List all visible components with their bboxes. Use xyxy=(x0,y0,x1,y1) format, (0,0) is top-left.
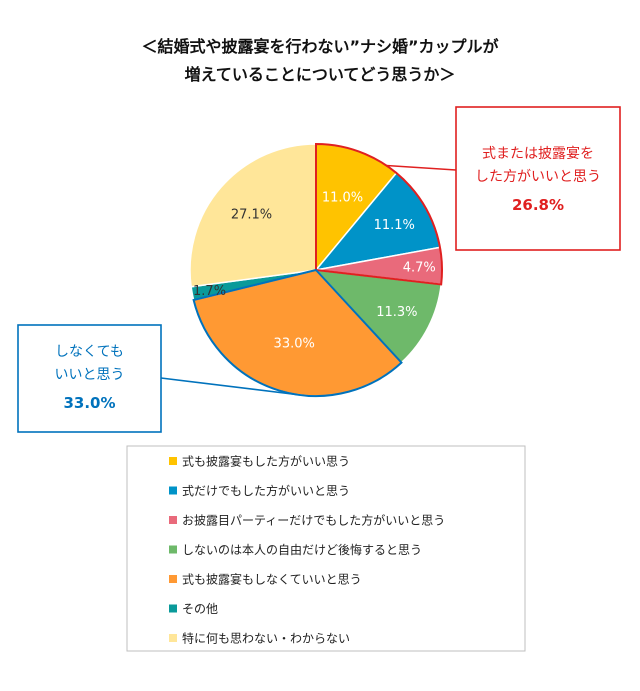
legend-swatch xyxy=(169,575,177,583)
slice-value-label: 11.3% xyxy=(376,305,417,320)
callout-text: 式または披露宴を xyxy=(482,145,594,162)
callout-text: した方がいいと思う xyxy=(475,169,601,185)
slice-value-label: 11.1% xyxy=(374,218,415,233)
chart-title-line-1: ＜結婚式や披露宴を行わない”ナシ婚”カップルが xyxy=(141,37,498,56)
legend-label: しないのは本人の自由だけど後悔すると思う xyxy=(182,542,422,557)
callout-value: 33.0% xyxy=(63,394,115,412)
highlight-outlines xyxy=(192,142,443,397)
pie-slice xyxy=(314,269,443,364)
legend: 式も披露宴もした方がいい思う式だけでもした方がいいと思うお披露目パーティーだけで… xyxy=(169,454,445,646)
legend-label: 式だけでもした方がいいと思う xyxy=(182,483,350,498)
slice-value-label: 27.1% xyxy=(231,208,272,223)
highlight-outline-dont xyxy=(192,268,403,397)
legend-swatch xyxy=(169,604,177,613)
legend-swatch xyxy=(169,545,177,554)
slice-labels: 11.0% 11.1% 4.7% 11.3% 33.0% 1.7% 27.1% xyxy=(193,191,436,352)
callout-box xyxy=(455,106,621,251)
slice-value-label: 1.7% xyxy=(193,284,226,299)
legend-label: お披露目パーティーだけでもした方がいいと思う xyxy=(182,513,445,528)
callout-leader-line xyxy=(160,377,301,396)
legend-label: 特に何も思わない・わからない xyxy=(182,631,350,646)
slice-value-label: 4.7% xyxy=(403,261,436,276)
legend-swatch xyxy=(169,486,177,495)
callout-text: しなくても xyxy=(55,344,124,360)
legend-label: その他 xyxy=(182,602,218,616)
chart-title-line-2: 増えていることについてどう思うか＞ xyxy=(185,65,456,84)
callout-box xyxy=(17,324,162,433)
legend-label: 式も披露宴もしなくていいと思う xyxy=(182,572,362,587)
legend-swatch xyxy=(169,457,177,465)
pie-slice xyxy=(189,143,317,288)
slice-value-label: 11.0% xyxy=(322,191,363,206)
highlight-outline-do xyxy=(315,142,443,286)
slice-value-label: 33.0% xyxy=(274,336,315,351)
legend-label: 式も披露宴もした方がいい思う xyxy=(182,454,350,469)
legend-swatch xyxy=(169,634,177,642)
callout-text: いいと思う xyxy=(55,367,125,383)
legend-box xyxy=(126,445,526,652)
callout-value: 26.8% xyxy=(512,196,564,214)
legend-swatch xyxy=(169,516,177,524)
callout-leader-line xyxy=(386,164,457,171)
